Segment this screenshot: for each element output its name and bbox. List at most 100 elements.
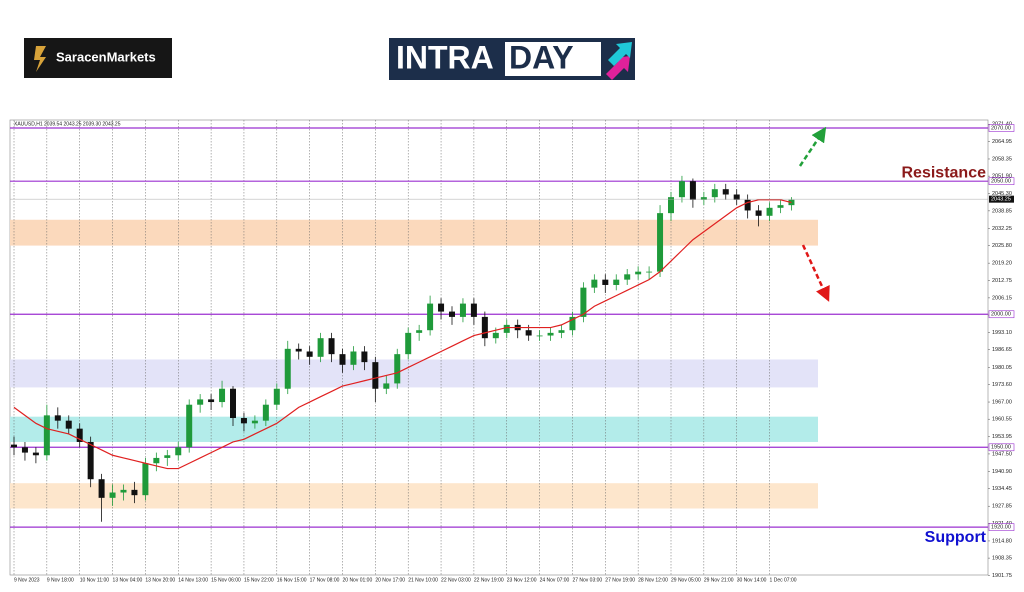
y-tick-label: 1986.65 xyxy=(992,347,1012,353)
candle-body xyxy=(777,205,784,208)
y-tick-label: 1914.80 xyxy=(992,538,1012,544)
level-label-box xyxy=(988,310,1015,319)
candle-body xyxy=(306,351,313,357)
y-tick-label: 2058.35 xyxy=(992,156,1012,162)
candle-body xyxy=(700,197,707,200)
candle-body xyxy=(569,316,576,331)
x-tick-label: 14 Nov 13:00 xyxy=(178,577,208,583)
candle-body xyxy=(350,351,357,365)
candle-body xyxy=(175,447,182,456)
y-tick-label: 1940.90 xyxy=(992,469,1012,475)
candle-body xyxy=(109,492,116,498)
candle-body xyxy=(197,399,204,405)
current-price-label: 2043.25 xyxy=(991,197,1011,203)
candle-body xyxy=(668,197,674,214)
x-tick-label: 27 Nov 03:00 xyxy=(572,577,602,583)
price-zone xyxy=(10,359,818,388)
candle-body xyxy=(295,348,302,352)
level-label: 2070.00 xyxy=(991,125,1011,131)
candle-body xyxy=(43,415,50,456)
candle-body xyxy=(87,441,94,480)
price-zone xyxy=(10,416,818,442)
candle-body xyxy=(164,455,171,458)
candle-body xyxy=(339,354,346,365)
banner-left: INTRA xyxy=(396,39,494,75)
symbol-header: XAUUSD,H1 2039.54 2043.25 2039.30 2043.2… xyxy=(14,121,121,127)
x-tick-label: 9 Nov 2023 xyxy=(14,577,40,583)
candle-body xyxy=(613,279,620,285)
y-tick-label: 2051.90 xyxy=(992,174,1012,180)
y-tick-label: 1980.05 xyxy=(992,365,1012,371)
annotation: Resistance xyxy=(902,164,987,181)
level-label: 1950.00 xyxy=(991,445,1011,451)
x-tick-label: 21 Nov 10:00 xyxy=(408,577,438,583)
candle-body xyxy=(394,354,401,384)
candle-body xyxy=(503,324,510,333)
x-tick-label: 9 Nov 18:00 xyxy=(47,577,74,583)
candle-body xyxy=(219,388,226,403)
candle-body xyxy=(361,351,368,363)
candle-body xyxy=(536,335,543,337)
banner-right: DAY xyxy=(509,39,574,75)
candle-body xyxy=(470,303,477,317)
candle-body xyxy=(21,447,28,453)
candle-body xyxy=(240,418,247,424)
x-tick-label: 15 Nov 22:00 xyxy=(244,577,274,583)
candle-body xyxy=(438,303,445,312)
down-arrow xyxy=(801,244,830,302)
level-label-box xyxy=(988,177,1015,185)
candle-body xyxy=(547,332,554,336)
level-label: 1920.00 xyxy=(991,525,1011,531)
candle-body xyxy=(328,338,335,355)
candle-body xyxy=(11,444,17,448)
candle-body xyxy=(372,362,379,389)
candle-body xyxy=(711,189,718,198)
candle-body xyxy=(591,279,598,288)
brand-logo: SaracenMarkets xyxy=(24,38,172,78)
level-label-box xyxy=(988,523,1015,531)
annotation: Support xyxy=(925,529,987,546)
y-tick-label: 1993.10 xyxy=(992,330,1012,336)
candle-body xyxy=(755,210,762,216)
candle-body xyxy=(120,489,127,493)
x-tick-label: 20 Nov 17:00 xyxy=(375,577,405,583)
candle-body xyxy=(153,457,160,464)
y-tick-label: 1901.75 xyxy=(992,573,1012,579)
candle-body xyxy=(65,420,72,429)
y-tick-label: 2025.80 xyxy=(992,243,1012,249)
candle-body xyxy=(131,489,138,496)
x-tick-label: 30 Nov 14:00 xyxy=(737,577,767,583)
y-tick-label: 2064.95 xyxy=(992,139,1012,145)
up-arrow xyxy=(798,126,827,167)
y-tick-label: 2032.25 xyxy=(992,226,1012,232)
x-tick-label: 13 Nov 20:00 xyxy=(145,577,175,583)
y-tick-label: 1908.35 xyxy=(992,556,1012,562)
x-tick-label: 23 Nov 12:00 xyxy=(507,577,537,583)
candle-body xyxy=(449,311,455,317)
y-tick-label: 1967.00 xyxy=(992,399,1012,405)
x-tick-label: 24 Nov 07:00 xyxy=(540,577,570,583)
candle-body xyxy=(142,463,149,496)
y-tick-label: 1973.60 xyxy=(992,382,1012,388)
x-tick-label: 17 Nov 08:00 xyxy=(310,577,340,583)
candle-body xyxy=(273,388,280,405)
y-tick-label: 2045.30 xyxy=(992,191,1012,197)
candle-body xyxy=(405,332,412,355)
y-tick-label: 2012.75 xyxy=(992,278,1012,284)
level-label-box xyxy=(988,124,1015,132)
candle-body xyxy=(733,194,740,200)
moving-average-line xyxy=(13,199,792,470)
current-price-box xyxy=(989,195,1014,203)
candle-body xyxy=(646,271,653,273)
candle-body xyxy=(635,271,642,275)
candle-body xyxy=(262,404,269,421)
x-tick-label: 16 Nov 15:00 xyxy=(277,577,307,583)
x-tick-label: 20 Nov 01:00 xyxy=(343,577,373,583)
candle-body xyxy=(459,303,466,317)
candle-body xyxy=(580,287,587,317)
x-tick-label: 22 Nov 03:00 xyxy=(441,577,471,583)
candle-body xyxy=(492,332,499,339)
y-tick-label: 2038.85 xyxy=(992,208,1012,214)
level-label: 2050.00 xyxy=(991,179,1011,185)
